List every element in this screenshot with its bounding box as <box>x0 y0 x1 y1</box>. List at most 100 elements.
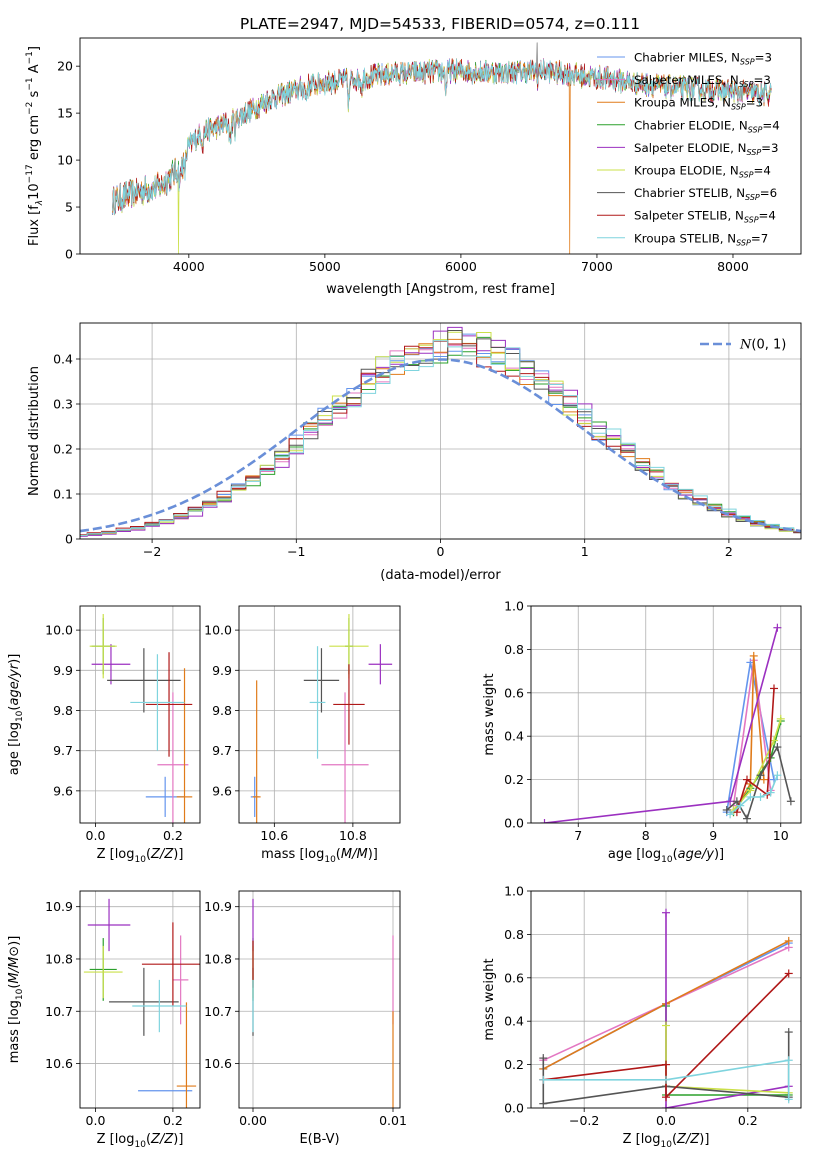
axes-frame <box>79 322 802 540</box>
errorbar-point <box>141 922 200 1007</box>
x-axis-label: mass [log10(M/M)] <box>261 847 378 865</box>
legend-subscript: SSP <box>731 103 746 112</box>
mass-vs-metallicity-panel: 0.0 0.210.610.710.810.9Z [log10(Z/Z)]mass… <box>7 890 201 1150</box>
axes-frame <box>238 890 401 1109</box>
axes-frame <box>79 605 201 824</box>
x-tick-label: 10.8 <box>339 828 367 843</box>
weight-line-7 <box>736 688 775 813</box>
x-tick-label: −2 <box>143 544 161 559</box>
legend-text: =6 <box>760 186 777 200</box>
axes-frame <box>238 605 401 824</box>
plus-marker <box>743 775 751 784</box>
legend-text: Kroupa STELIB, N <box>634 231 736 245</box>
legend-label: Kroupa STELIB, NSSP=7 <box>634 231 768 247</box>
plus-marker <box>662 908 670 917</box>
legend-label: Kroupa ELODIE, NSSP=4 <box>634 164 771 180</box>
figure-suptitle: PLATE=2947, MJD=54533, FIBERID=0574, z=0… <box>240 15 640 33</box>
legend-subscript: SSP <box>740 58 755 67</box>
legend-label: Chabrier STELIB, NSSP=6 <box>634 186 777 202</box>
y-tick-label: 0.4 <box>504 1014 524 1029</box>
label-text: ( <box>336 847 341 862</box>
errorbar-point <box>91 644 131 685</box>
y-tick-label: 10.0 <box>204 623 232 638</box>
plot-area <box>252 898 394 1108</box>
plus-marker <box>746 792 755 801</box>
plot-area <box>89 614 193 823</box>
label-subscript: 10 <box>661 1140 673 1150</box>
label-text: ( <box>673 847 678 862</box>
y-tick-label: 9.6 <box>53 783 73 798</box>
weight-vs-metallicity-panel: −0.2 0.0 0.2 0.0 0.2 0.4 0.6 0.8 1.0 Z [log10(Z/Z… <box>482 884 802 1150</box>
y-tick-label: 0.6 <box>504 685 524 700</box>
errorbar-point <box>87 898 131 952</box>
y-tick-label: 0.0 <box>504 816 524 831</box>
y-axis-label: Normed distribution <box>27 366 42 496</box>
y-axis-label: mass weight <box>482 673 497 755</box>
label-subscript: λ <box>35 200 45 206</box>
x-axis-label: age [log10(age/y)] <box>608 847 724 865</box>
errorbar-point <box>89 614 117 679</box>
x-tick-label: −1 <box>287 544 305 559</box>
label-subscript: 10 <box>15 710 25 722</box>
x-axis-label: Z [log10(Z/Z)] <box>97 1132 184 1150</box>
label-text: Z [log <box>97 847 135 862</box>
plus-marker <box>726 797 735 806</box>
errorbar-point <box>321 692 369 823</box>
x-tick-label: 6000 <box>445 259 477 274</box>
y-tick-label: 5 <box>65 200 73 215</box>
x-axis-label: wavelength [Angstrom, rest frame] <box>326 282 555 297</box>
normal-reference-curve <box>80 358 801 533</box>
y-tick-label: 0.8 <box>504 927 524 942</box>
y-tick-label: 0.0 <box>504 1101 524 1116</box>
axes-frame <box>530 605 802 824</box>
plus-marker <box>756 792 765 801</box>
legend-text: =4 <box>753 164 770 178</box>
label-italic: Z/Z <box>150 1132 174 1147</box>
plus-marker <box>749 651 758 660</box>
label-text: ( <box>672 1132 677 1147</box>
plus-marker <box>776 714 785 723</box>
plus-marker <box>770 684 778 693</box>
y-tick-label: 15 <box>57 106 73 121</box>
label-text: age [log <box>608 847 661 862</box>
legend-label: Chabrier ELODIE, NSSP=4 <box>634 118 780 134</box>
axes-frame <box>79 37 802 255</box>
y-tick-label: 0.2 <box>53 442 73 457</box>
legend-text: =4 <box>762 118 779 132</box>
errorbar-point <box>130 654 185 751</box>
label-text: )] <box>714 847 724 862</box>
residuals-panel: −2 −1 0 1 2 0 0.1 0.2 0.3 0.4 N(0, 1) (data-model)/… <box>27 322 802 583</box>
x-tick-label: 0.2 <box>738 1113 758 1128</box>
y-tick-label: 10.8 <box>204 951 232 966</box>
legend-subscript: SSP <box>746 148 761 157</box>
x-tick-label: 0.0 <box>656 1113 676 1128</box>
label-italic: age/yr <box>7 662 22 705</box>
y-tick-label: 9.7 <box>212 743 232 758</box>
x-tick-label: −0.2 <box>569 1113 599 1128</box>
x-tick-label: 0.00 <box>239 1113 267 1128</box>
plus-marker <box>784 969 793 978</box>
label-text: )] <box>173 1132 183 1147</box>
y-tick-label: 0 <box>65 532 73 547</box>
y-tick-label: 1.0 <box>504 599 524 614</box>
plus-marker <box>722 805 731 814</box>
y-tick-label: 0.2 <box>504 1057 524 1072</box>
plus-marker <box>766 788 775 797</box>
y-tick-label: 9.8 <box>212 703 232 718</box>
x-tick-label: 0.0 <box>86 1113 106 1128</box>
y-axis-label: mass [log10(M/M⊙)] <box>7 936 25 1064</box>
label-text: ( <box>7 706 22 711</box>
errorbar-point <box>368 644 393 685</box>
errorbar-point <box>176 668 193 823</box>
plus-marker <box>662 1060 670 1069</box>
label-text: ] <box>27 46 42 51</box>
legend-subscript: SSP <box>736 238 751 247</box>
label-subscript: 10 <box>661 855 673 865</box>
plus-marker <box>726 810 735 819</box>
errorbar-point <box>107 648 181 713</box>
y-tick-label: 10.7 <box>204 1004 232 1019</box>
plot-area <box>80 326 801 537</box>
y-axis-label: mass weight <box>482 958 497 1040</box>
label-text: age [log <box>7 722 22 775</box>
plus-marker <box>662 1075 670 1084</box>
